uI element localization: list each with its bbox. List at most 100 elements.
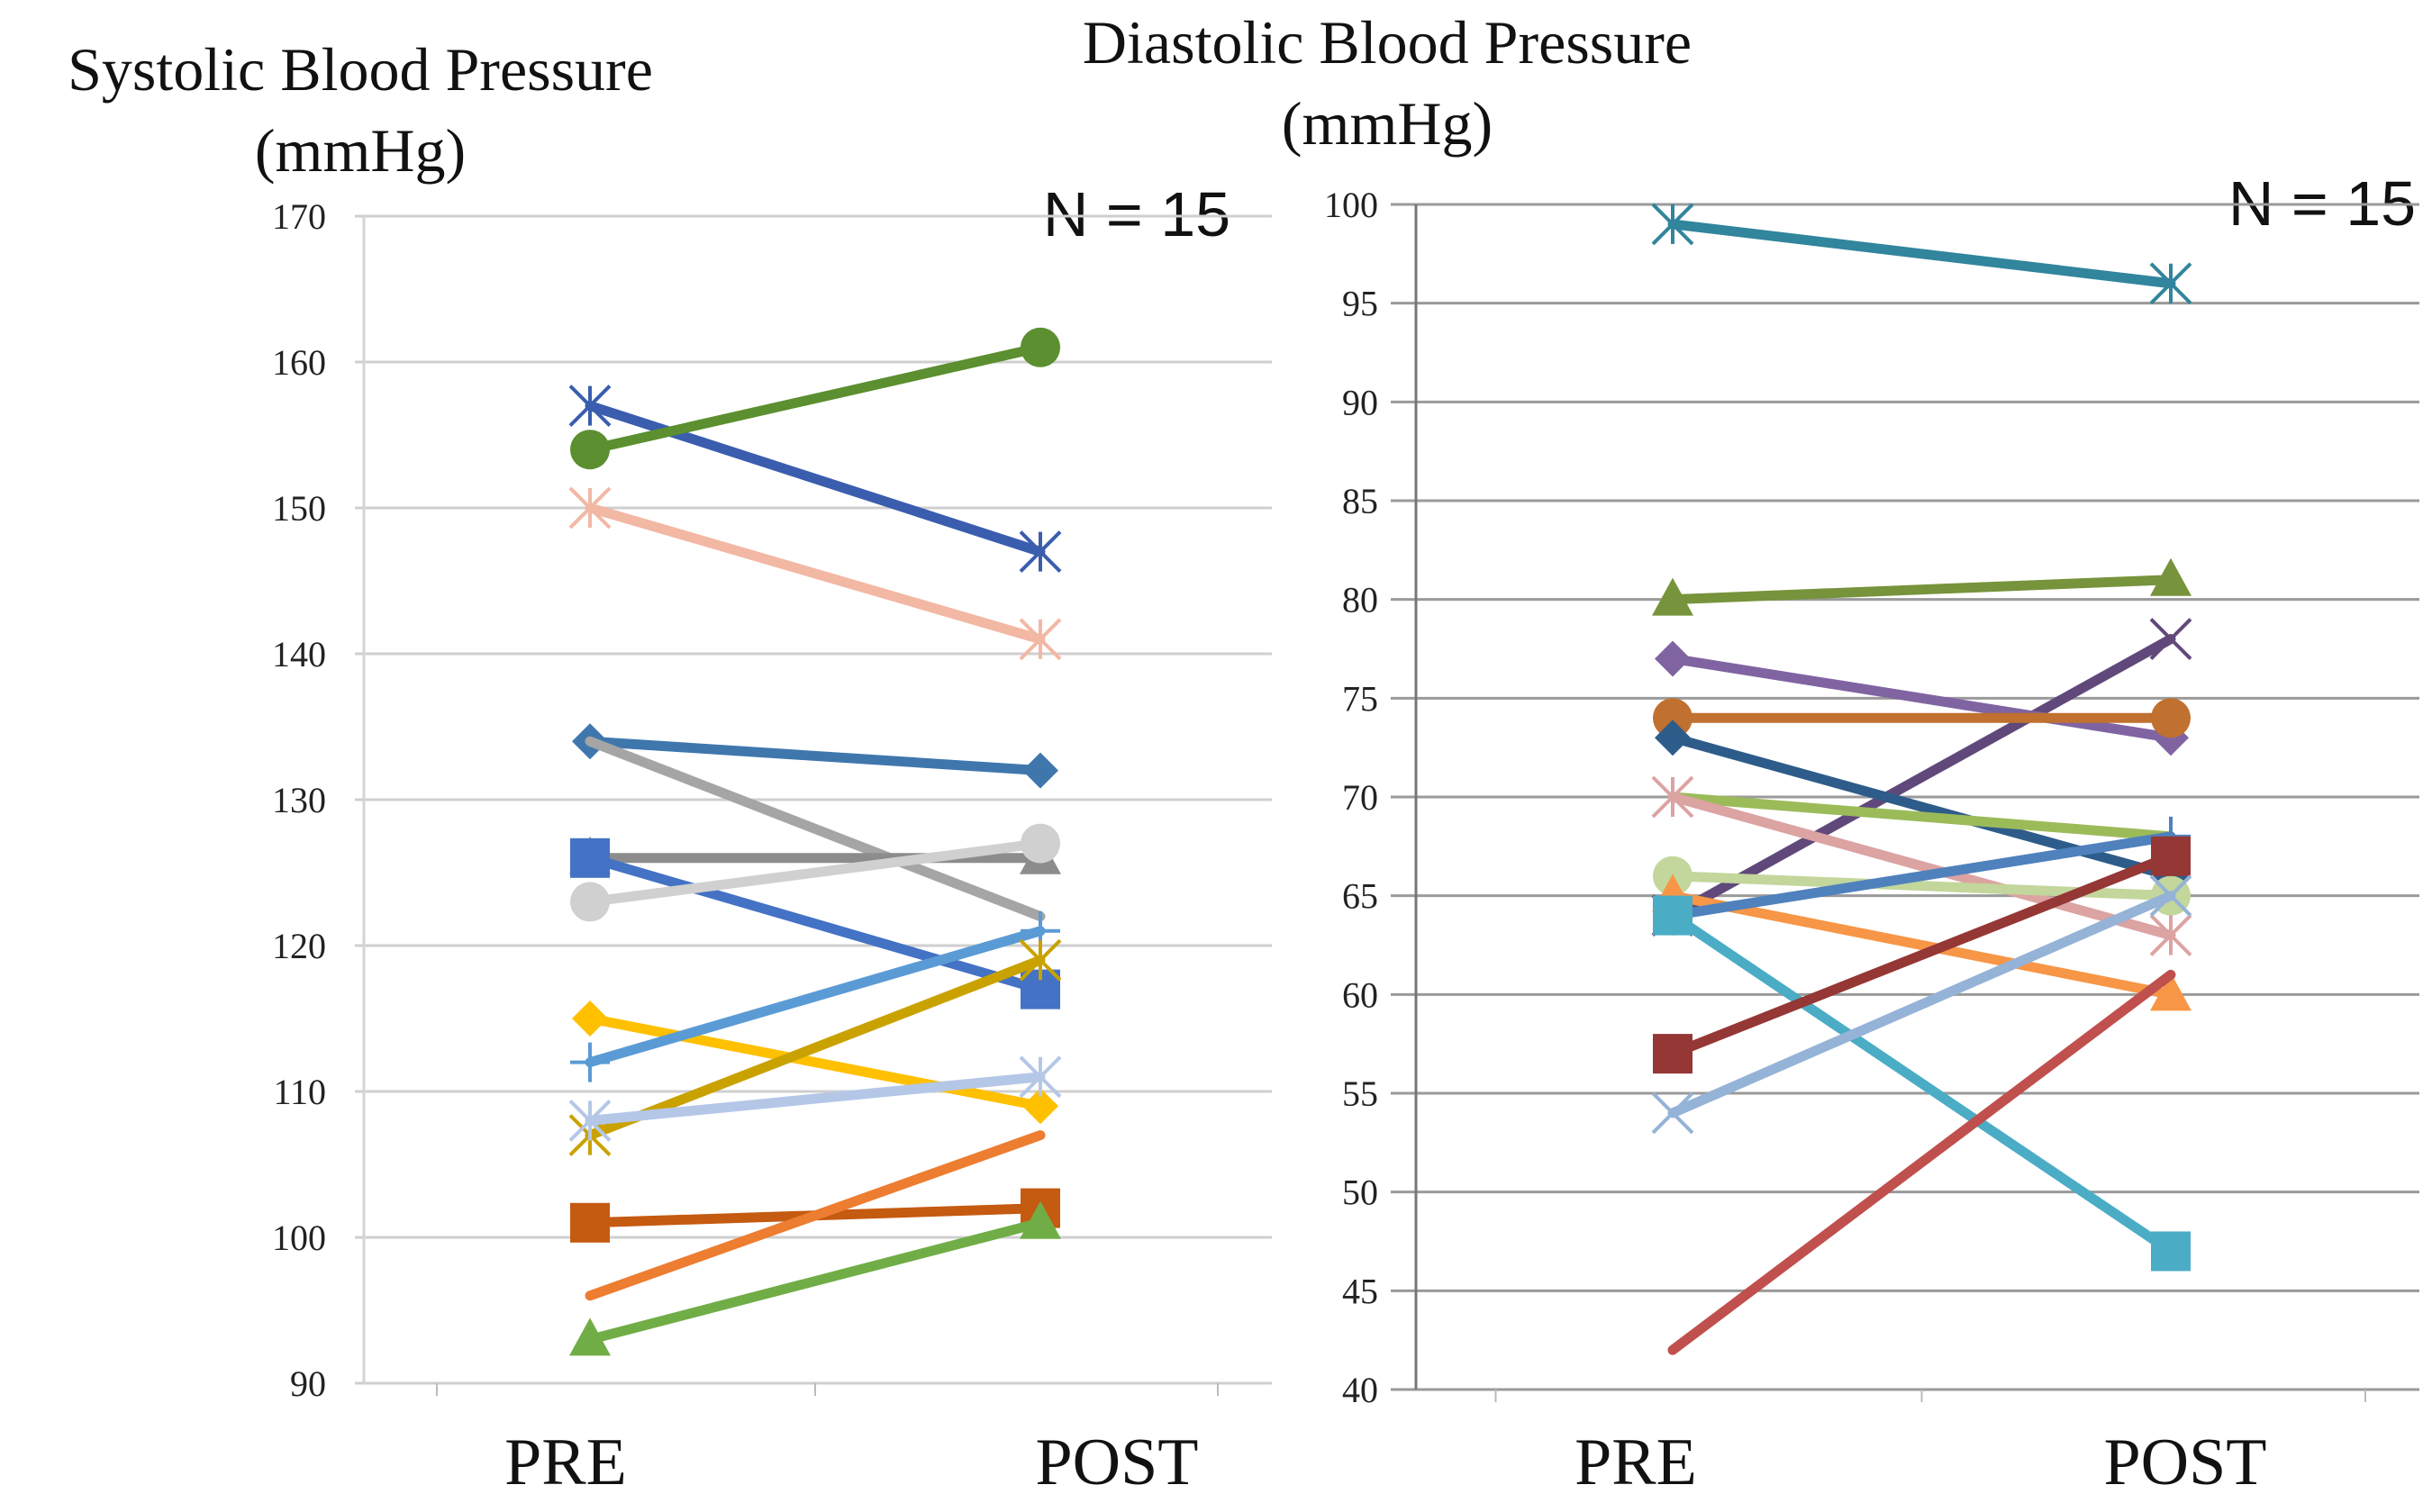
- diastolic-unit: (mmHg): [1282, 89, 1493, 158]
- systolic-series-line: [585, 853, 1046, 995]
- diastolic-series-line: [1667, 851, 2176, 1059]
- diastolic-y-ticks: 40 45 50 55 60 65 70 75 80 85 90 95 100: [1324, 185, 1378, 1410]
- systolic-marker-post: [1021, 327, 1060, 367]
- diastolic-series-line: [1667, 910, 2176, 1256]
- systolic-marker-pre: [569, 1317, 611, 1356]
- diastolic-series-line: [1667, 219, 2176, 289]
- diastolic-x-label-post: POST: [2104, 1426, 2267, 1499]
- systolic-series-5: [585, 736, 1046, 922]
- systolic-marker-post: [1022, 752, 1058, 789]
- diastolic-y-tick-label: 90: [1342, 382, 1378, 422]
- diastolic-series-group: [1651, 203, 2192, 1355]
- systolic-series-line: [585, 1218, 1046, 1345]
- systolic-y-tick-label: 140: [272, 634, 326, 675]
- systolic-marker-post: [1019, 618, 1062, 661]
- systolic-series-line: [585, 1013, 1046, 1111]
- diastolic-series-line: [1667, 575, 2176, 605]
- systolic-series-12: [568, 1055, 1062, 1142]
- diastolic-marker-pre: [1651, 775, 1694, 819]
- systolic-y-tick-label: 130: [272, 780, 326, 820]
- diastolic-gridlines: [1391, 203, 2419, 1402]
- systolic-marker-post: [1019, 938, 1062, 982]
- diastolic-series-1: [1651, 203, 2192, 305]
- diastolic-y-tick-label: 40: [1342, 1370, 1378, 1410]
- systolic-series-line: [585, 955, 1046, 1141]
- systolic-marker-pre: [570, 1042, 610, 1082]
- diastolic-series-line: [1667, 969, 2176, 1355]
- systolic-marker-pre: [570, 837, 610, 878]
- diastolic-marker-post: [2149, 874, 2192, 918]
- diastolic-marker-pre: [1652, 577, 1693, 616]
- systolic-series-line: [585, 736, 1046, 922]
- systolic-marker-post: [1022, 1088, 1058, 1125]
- diastolic-marker-post: [2151, 698, 2191, 738]
- systolic-series-8: [570, 823, 1060, 922]
- systolic-series-line: [585, 926, 1046, 1068]
- systolic-series-2: [570, 327, 1060, 470]
- systolic-series-1: [568, 385, 1062, 574]
- systolic-series-line: [585, 1130, 1046, 1301]
- diastolic-x-label-pre: PRE: [1574, 1426, 1697, 1499]
- diastolic-marker-pre: [1651, 203, 1694, 246]
- systolic-series-group: [568, 327, 1062, 1356]
- diastolic-marker-pre: [1653, 1034, 1692, 1074]
- systolic-x-label-post: POST: [1036, 1426, 1199, 1499]
- systolic-marker-pre: [572, 1000, 608, 1037]
- diastolic-series-line: [1667, 891, 2176, 1118]
- systolic-n-label: N = 15: [1043, 179, 1230, 249]
- systolic-gridlines: [355, 214, 1272, 1396]
- systolic-series-3: [568, 486, 1062, 661]
- diastolic-marker-pre: [1653, 698, 1692, 738]
- systolic-y-tick-label: 90: [290, 1363, 326, 1404]
- systolic-y-tick-label: 100: [272, 1218, 326, 1258]
- systolic-unit: (mmHg): [255, 116, 466, 185]
- diastolic-series-15: [1667, 969, 2176, 1355]
- diastolic-marker-post: [2149, 618, 2192, 660]
- diastolic-title: Diastolic Blood Pressure: [1083, 8, 1692, 77]
- systolic-y-ticks: 90 100 110 120 130 140 150 160 170: [272, 196, 326, 1404]
- diastolic-y-tick-label: 55: [1342, 1073, 1378, 1114]
- diastolic-series-line: [1667, 891, 2176, 1000]
- systolic-marker-pre: [570, 882, 610, 922]
- systolic-series-4: [572, 723, 1058, 789]
- diastolic-y-tick-label: 75: [1342, 678, 1378, 719]
- systolic-title: Systolic Blood Pressure: [68, 35, 653, 104]
- diastolic-marker-post: [2149, 262, 2192, 305]
- diastolic-y-tick-label: 45: [1342, 1271, 1378, 1311]
- systolic-marker-post: [1021, 823, 1060, 864]
- systolic-marker-pre: [568, 1099, 612, 1142]
- diastolic-series-line: [1667, 634, 2176, 921]
- diastolic-marker-post: [2151, 836, 2191, 876]
- diastolic-series-line: [1667, 792, 2176, 842]
- systolic-marker-pre: [570, 1202, 610, 1243]
- diastolic-y-tick-label: 65: [1342, 876, 1378, 917]
- systolic-x-label-pre: PRE: [504, 1426, 627, 1499]
- systolic-y-tick-label: 120: [272, 926, 326, 966]
- systolic-marker-post: [1019, 530, 1062, 574]
- diastolic-series-7: [1667, 792, 2176, 842]
- diastolic-series-5: [1653, 698, 2191, 738]
- systolic-marker-post: [1020, 1200, 1061, 1239]
- diastolic-marker-pre: [1651, 1091, 1694, 1135]
- systolic-marker-pre: [568, 385, 612, 428]
- diastolic-series-line: [1667, 831, 2176, 921]
- diastolic-series-14: [1651, 874, 2192, 1135]
- systolic-series-10: [570, 910, 1060, 1082]
- diastolic-y-tick-label: 100: [1324, 185, 1378, 225]
- systolic-series-15: [569, 1200, 1061, 1356]
- diastolic-y-tick-label: 80: [1342, 580, 1378, 620]
- diastolic-series-12: [1653, 895, 2191, 1272]
- diastolic-chart: Diastolic Blood Pressure (mmHg) N = 15 4…: [1083, 8, 2419, 1499]
- diastolic-marker-post: [2151, 1231, 2191, 1272]
- systolic-series-line: [585, 342, 1046, 455]
- diastolic-series-8: [1651, 775, 2192, 956]
- systolic-series-14: [585, 1130, 1046, 1301]
- diastolic-y-tick-label: 60: [1342, 974, 1378, 1015]
- diastolic-marker-pre: [1655, 640, 1691, 677]
- systolic-series-line: [585, 838, 1046, 907]
- diastolic-marker-post: [2150, 557, 2192, 596]
- diastolic-marker-post: [2150, 973, 2192, 1011]
- systolic-series-line: [585, 1072, 1046, 1126]
- systolic-series-line: [585, 502, 1046, 645]
